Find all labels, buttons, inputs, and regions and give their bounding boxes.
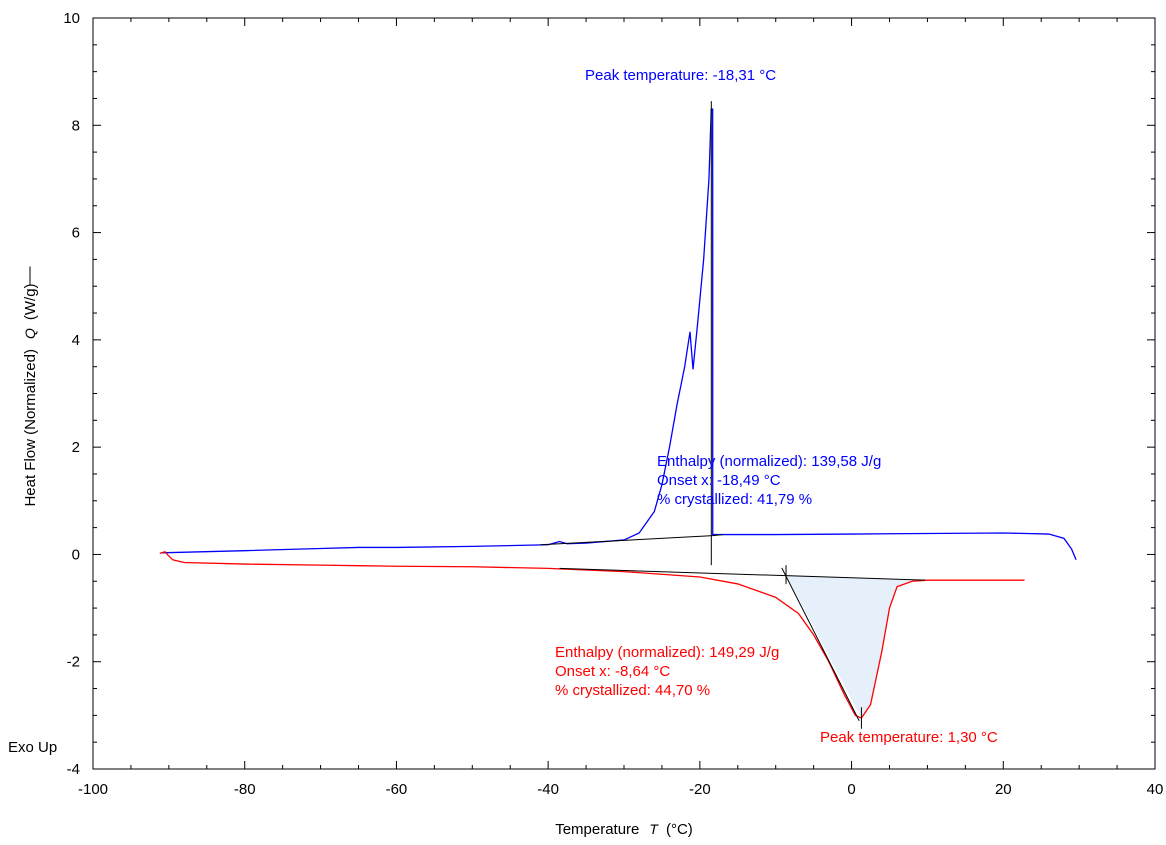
x-tick-label: -20 [689,781,711,798]
y-axis-label: Heat Flow (Normalized) Q (W/g) [22,283,39,506]
x-axis-label: Temperature T (°C) [555,821,693,838]
x-tick-label: 0 [847,781,855,798]
shaded-area [786,574,926,719]
series-line [159,551,1025,719]
construction-line [559,567,926,581]
y-label-unit: (W/g) [22,283,39,320]
y-tick-label: -4 [67,761,80,778]
y-tick-label: 4 [72,332,80,349]
x-label-unit: (°C) [666,821,693,838]
annotation: Onset x: -8,64 °C [555,663,670,680]
x-tick-label: -40 [537,781,559,798]
annotation: Enthalpy (normalized): 139,58 J/g [657,453,881,470]
y-tick-label: 6 [72,225,80,242]
annotation: % crystallized: 41,79 % [657,491,812,508]
annotation: Peak temperature: 1,30 °C [820,729,998,746]
y-label-symbol: Q [22,328,38,339]
y-tick-label: 0 [72,546,80,563]
y-tick-label: 2 [72,439,80,456]
construction-line [540,535,713,546]
y-label-text: Heat Flow (Normalized) [22,349,39,507]
annotation: Onset x: -18,49 °C [657,472,781,489]
construction-line [781,567,860,721]
y-tick-label: 8 [72,117,80,134]
corner-note: Exo Up [8,739,57,756]
x-tick-label: 20 [995,781,1012,798]
x-label-text: Temperature [555,821,639,838]
annotation: % crystallized: 44,70 % [555,682,710,699]
plot-frame [92,17,1156,770]
annotation: Peak temperature: -18,31 °C [585,67,776,84]
y-tick-label: -2 [67,654,80,671]
y-axis-label-group: Heat Flow (Normalized) Q (W/g) [22,266,39,507]
x-label-symbol: T [649,821,659,837]
x-tick-label: -100 [78,781,108,798]
series-line [161,108,1077,561]
x-tick-label: 40 [1147,781,1164,798]
annotation: Enthalpy (normalized): 149,29 J/g [555,644,779,661]
construction-line [712,534,723,537]
y-tick-label: 10 [63,10,80,27]
x-tick-label: -60 [386,781,408,798]
x-tick-label: -80 [234,781,256,798]
